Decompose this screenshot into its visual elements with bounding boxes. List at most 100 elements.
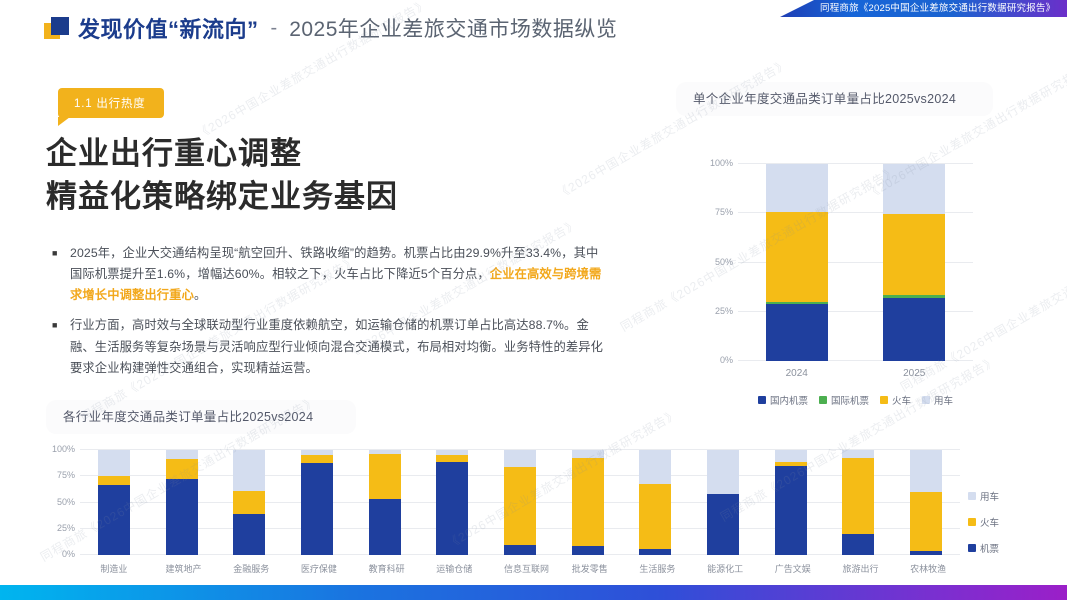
header-ribbon: 同程商旅《2025中国企业差旅交通出行数据研究报告》 <box>780 0 1067 17</box>
x-axis-tick-label: 2024 <box>785 368 808 379</box>
bar-segment-国内机票[interactable] <box>883 298 946 361</box>
bar-segment-用车[interactable] <box>639 450 672 484</box>
bar-segment-机票[interactable] <box>504 544 536 555</box>
bar-segment-火车[interactable] <box>571 458 604 546</box>
legend-swatch-icon <box>922 396 931 404</box>
bar-segment-火车[interactable] <box>300 455 333 464</box>
bar-segment-火车[interactable] <box>165 459 198 480</box>
bar-segment-火车[interactable] <box>436 455 469 462</box>
bar-segment-用车[interactable] <box>883 164 946 215</box>
bar-segment-用车[interactable] <box>300 450 333 456</box>
bar-column[interactable]: 建筑地产 <box>165 450 202 574</box>
bar-segment-机票[interactable] <box>842 534 875 555</box>
headline-line-1: 企业出行重心调整 <box>46 136 302 171</box>
gridline: 75% <box>715 207 973 217</box>
page-title: 发现价值“新流向” - 2025年企业差旅交通市场数据纵览 <box>44 12 617 44</box>
bar-column[interactable]: 广告文娱 <box>774 450 811 574</box>
bar-segment-国际机票[interactable] <box>883 295 946 299</box>
bar-segment-火车[interactable] <box>639 483 672 549</box>
bar-segment-火车[interactable] <box>842 458 875 534</box>
gridline: 25% <box>715 306 973 316</box>
legend-item[interactable]: 火车 <box>968 515 999 529</box>
legend-item[interactable]: 机票 <box>968 541 999 555</box>
bar-segment-用车[interactable] <box>774 450 807 462</box>
bar-segment-用车[interactable] <box>571 450 604 459</box>
x-axis-tick-label: 2025 <box>903 368 926 379</box>
bar-column[interactable]: 金融服务 <box>233 450 269 574</box>
bar-segment-机票[interactable] <box>97 485 130 555</box>
legend-item[interactable]: 用车 <box>968 489 999 503</box>
bar-column[interactable]: 2024 <box>765 164 828 379</box>
section-tag: 1.1 出行热度 <box>58 88 164 126</box>
bar-segment-火车[interactable] <box>368 454 401 500</box>
legend-swatch-icon <box>757 396 766 404</box>
x-axis-tick-label: 金融服务 <box>233 564 270 574</box>
legend-item[interactable]: 火车 <box>880 393 911 407</box>
y-axis-tick-label: 0% <box>61 549 75 559</box>
legend-label: 火车 <box>892 396 912 407</box>
bar-segment-火车[interactable] <box>97 476 130 486</box>
bar-segment-机票[interactable] <box>639 548 672 555</box>
bar-segment-机票[interactable] <box>368 499 401 555</box>
y-axis-tick-label: 25% <box>56 522 75 533</box>
bar-segment-用车[interactable] <box>765 164 828 213</box>
bar-segment-机票[interactable] <box>165 479 198 555</box>
gridline: 50% <box>715 257 973 267</box>
bullet-marker-icon: ■ <box>52 320 58 331</box>
bar-segment-火车[interactable] <box>504 466 536 545</box>
y-axis-tick-label: 0% <box>719 355 733 365</box>
bar-column[interactable]: 生活服务 <box>639 450 675 574</box>
bar-segment-机票[interactable] <box>774 465 807 555</box>
ribbon-background <box>780 0 1067 17</box>
bar-column[interactable]: 制造业 <box>97 450 130 574</box>
bar-segment-机票[interactable] <box>436 461 469 555</box>
bar-segment-用车[interactable] <box>368 450 401 455</box>
legend-label: 用车 <box>980 492 1000 503</box>
headline-line-2: 精益化策略绑定业务基因 <box>46 178 398 214</box>
bar-segment-火车[interactable] <box>765 212 828 303</box>
bar-column[interactable]: 医疗保健 <box>300 450 337 574</box>
bar-segment-用车[interactable] <box>707 450 740 495</box>
bar-column[interactable]: 运输仓储 <box>436 450 472 574</box>
legend-item[interactable]: 国际机票 <box>818 393 869 407</box>
bar-segment-用车[interactable] <box>504 450 536 467</box>
bar-segment-用车[interactable] <box>233 450 266 491</box>
bar-segment-火车[interactable] <box>774 461 807 466</box>
x-axis-tick-label: 生活服务 <box>639 564 676 574</box>
y-axis-tick-label: 100% <box>709 158 733 168</box>
bar-segment-火车[interactable] <box>883 214 946 296</box>
bar-segment-用车[interactable] <box>165 450 198 460</box>
x-axis-tick-label: 旅游出行 <box>842 564 879 574</box>
legend-item[interactable]: 国内机票 <box>757 393 808 407</box>
bar-segment-用车[interactable] <box>436 450 469 456</box>
bar-column[interactable]: 能源化工 <box>707 450 743 574</box>
bar-column[interactable]: 教育科研 <box>368 450 405 574</box>
legend-swatch-icon <box>880 396 888 404</box>
bar-segment-机票[interactable] <box>233 514 266 555</box>
bar-segment-机票[interactable] <box>300 463 333 555</box>
legend-item[interactable]: 用车 <box>922 393 953 407</box>
y-axis-tick-label: 50% <box>714 256 733 267</box>
bar-column[interactable]: 信息互联网 <box>504 450 549 574</box>
legend-label: 机票 <box>980 544 1000 555</box>
bar-segment-用车[interactable] <box>97 450 130 477</box>
bar-column[interactable]: 农林牧渔 <box>910 450 946 574</box>
bar-segment-机票[interactable] <box>910 550 943 555</box>
legend-label: 火车 <box>980 518 1000 529</box>
legend-swatch-icon <box>968 492 976 500</box>
bar-segment-国际机票[interactable] <box>765 302 828 305</box>
bar-segment-机票[interactable] <box>707 494 740 555</box>
right-chart-title-card: 单个企业年度交通品类订单量占比2025vs2024 <box>676 82 993 116</box>
legend-swatch-icon <box>968 544 976 552</box>
bar-column[interactable]: 2025 <box>883 164 946 379</box>
bar-column[interactable]: 批发零售 <box>571 450 608 574</box>
x-axis-tick-label: 运输仓储 <box>436 564 473 574</box>
bar-segment-火车[interactable] <box>233 490 266 515</box>
bar-column[interactable]: 旅游出行 <box>842 450 878 574</box>
bar-segment-用车[interactable] <box>910 450 943 492</box>
bar-segment-用车[interactable] <box>842 450 875 459</box>
bar-segment-国内机票[interactable] <box>765 304 828 361</box>
bar-segment-火车[interactable] <box>910 492 943 551</box>
bar-segment-机票[interactable] <box>571 545 604 555</box>
headline: 企业出行重心调整 精益化策略绑定业务基因 <box>46 133 398 219</box>
